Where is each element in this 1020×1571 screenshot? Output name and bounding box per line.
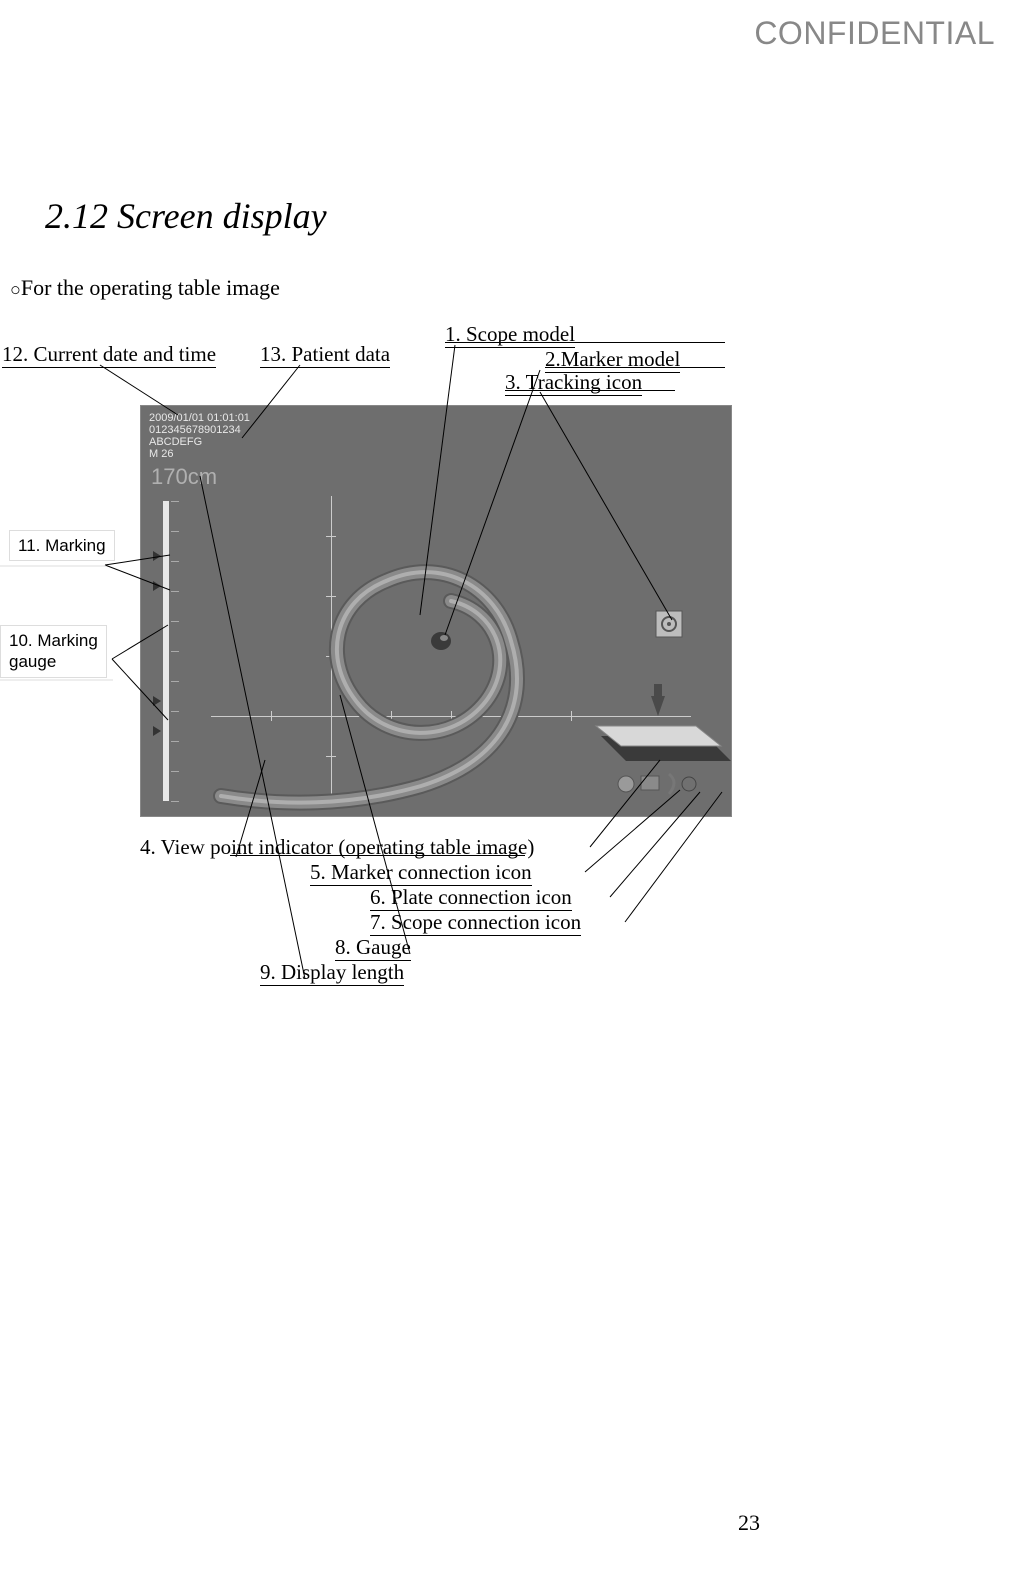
label-3-underline-ext — [505, 390, 675, 391]
label-2-underline-ext — [545, 367, 725, 368]
label-11-box: 11. Marking — [9, 530, 115, 561]
page-number: 23 — [738, 1510, 760, 1536]
subheading: ○For the operating table image — [10, 275, 280, 301]
section-heading: 2.12 Screen display — [45, 195, 327, 237]
label-4-underline — [230, 855, 525, 856]
bullet-circle: ○ — [10, 279, 21, 299]
label-6: 6. Plate connection icon — [370, 885, 572, 910]
label-7: 7. Scope connection icon — [370, 910, 581, 935]
subheading-text: For the operating table image — [21, 275, 280, 300]
screenshot-panel: 2009/01/01 01:01:01 012345678901234 ABCD… — [140, 405, 732, 817]
label-1-underline-ext — [445, 342, 725, 343]
label-10-box: 10. Marking gauge — [0, 625, 107, 678]
label-1: 1. Scope model — [445, 322, 575, 347]
label-13: 13. Patient data — [260, 342, 390, 367]
label-8: 8. Gauge — [335, 935, 411, 960]
label-12: 12. Current date and time — [2, 342, 216, 367]
confidential-watermark: CONFIDENTIAL — [754, 15, 995, 52]
label-9: 9. Display length — [260, 960, 404, 985]
scope-rendering — [141, 406, 731, 816]
label-5: 5. Marker connection icon — [310, 860, 532, 885]
label-4: 4. View point indicator (operating table… — [140, 835, 534, 860]
label-3: 3. Tracking icon — [505, 370, 642, 395]
label-2: 2.Marker model — [545, 347, 680, 372]
